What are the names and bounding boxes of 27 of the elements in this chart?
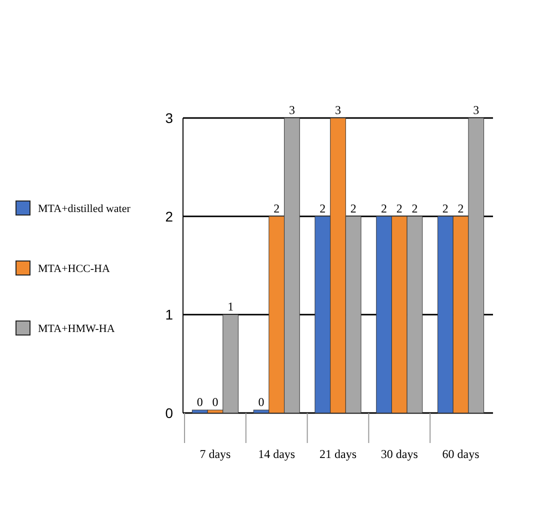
data-label: 2: [274, 201, 280, 216]
y-tick-label: 2: [165, 208, 174, 224]
y-tick-label: 3: [165, 110, 174, 126]
data-label: 2: [320, 201, 326, 216]
data-label: 2: [412, 201, 418, 216]
data-label: 3: [288, 103, 295, 117]
data-label: 0: [212, 395, 218, 409]
legend-label: MTA+HMW-HA: [38, 323, 115, 335]
legend-label: MTA+HCC-HA: [38, 263, 110, 275]
data-label: 3: [335, 103, 341, 117]
x-tick-label: 30 days: [380, 447, 418, 461]
legend-label: MTA+distilled water: [38, 203, 131, 215]
data-label: 0: [258, 395, 264, 409]
data-label: 2: [381, 201, 388, 216]
data-label: 3: [473, 103, 480, 117]
data-label: 0: [196, 395, 203, 409]
x-tick-label: 21 days: [320, 447, 357, 461]
data-label: 2: [458, 201, 464, 216]
x-tick-label: 60 days: [442, 447, 480, 461]
data-label: 2: [442, 201, 448, 216]
x-tick-label: 14 days: [258, 447, 296, 461]
y-tick-label: 1: [165, 306, 174, 323]
data-label: 2: [350, 201, 356, 216]
y-tick-label: 0: [165, 405, 174, 421]
x-tick-label: 7 days: [200, 447, 232, 461]
data-label: 2: [396, 201, 402, 216]
data-label: 1: [228, 300, 234, 314]
